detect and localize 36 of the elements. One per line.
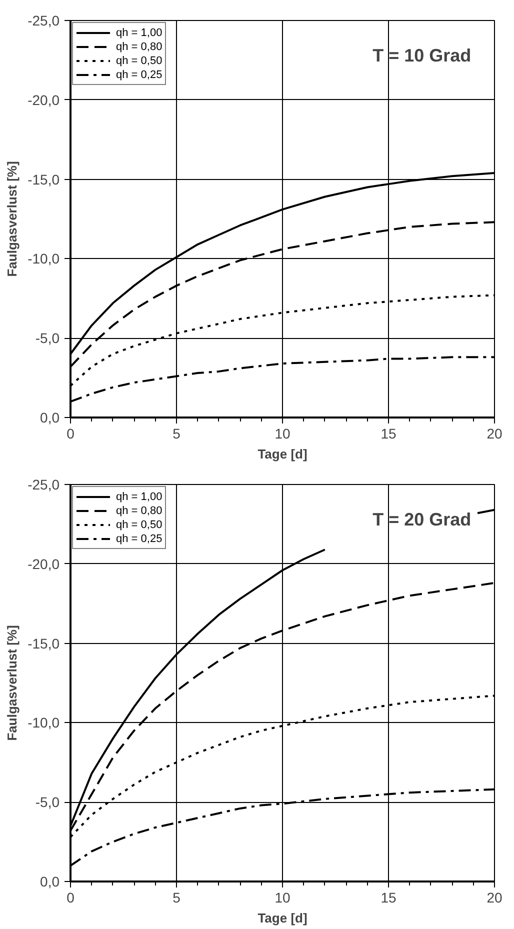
legend-label: qh = 0,25 [116, 532, 162, 545]
x-tick-label: 5 [172, 890, 181, 906]
legend-label: qh = 0,50 [116, 518, 162, 531]
y-axis-title: Faulgasverlust [%] [4, 161, 20, 277]
y-axis-title: Faulgasverlust [%] [4, 625, 20, 741]
y-tick-label: -10,0 [28, 714, 60, 731]
y-tick-label: -20,0 [28, 92, 60, 108]
y-tick-label: -25,0 [28, 476, 60, 492]
legend-label: qh = 1,00 [116, 26, 162, 39]
x-tick-label: 5 [172, 426, 181, 442]
x-tick-label: 10 [274, 426, 290, 442]
x-tick-label: 20 [486, 426, 502, 442]
x-tick-label: 0 [66, 426, 75, 442]
legend-label: qh = 1,00 [116, 490, 162, 503]
y-tick-label: -10,0 [28, 250, 60, 267]
x-axis-title: Tage [d] [258, 446, 308, 462]
annotation: T = 20 Grad [372, 509, 472, 530]
y-tick-label: -25,0 [28, 12, 60, 28]
legend-label: qh = 0,80 [116, 40, 162, 53]
y-tick-label: 0,0 [40, 410, 60, 426]
y-tick-label: -5,0 [35, 330, 60, 346]
y-tick-label: -15,0 [28, 635, 60, 652]
legend-label: qh = 0,80 [116, 504, 162, 517]
legend-label: qh = 0,50 [116, 54, 162, 67]
y-tick-label: -5,0 [35, 794, 60, 810]
annotation: T = 10 Grad [372, 45, 472, 66]
x-tick-label: 15 [380, 890, 396, 906]
y-tick-label: -20,0 [28, 556, 60, 572]
x-tick-label: 0 [66, 890, 75, 906]
x-tick-label: 10 [274, 890, 290, 906]
x-tick-label: 15 [380, 426, 396, 442]
x-tick-label: 20 [486, 890, 502, 906]
x-axis-title: Tage [d] [258, 910, 308, 926]
y-tick-label: 0,0 [40, 874, 60, 890]
y-tick-label: -15,0 [28, 171, 60, 188]
legend-label: qh = 0,25 [116, 68, 162, 81]
